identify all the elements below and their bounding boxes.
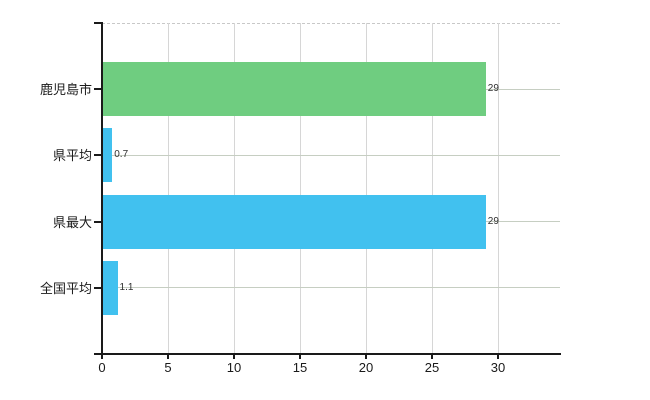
gridline-vertical (497, 23, 499, 354)
y-axis-tick (94, 88, 102, 91)
bar-1 (103, 128, 113, 183)
bar-value-label: 0.7 (114, 149, 129, 161)
bar-value-label: 29 (487, 215, 499, 227)
gridline-vertical (299, 23, 301, 354)
bar-0 (103, 62, 486, 117)
x-axis-tick-label: 20 (358, 360, 374, 375)
x-axis-tick-label: 30 (490, 360, 506, 375)
y-axis-category-label: 県平均 (52, 148, 92, 164)
x-axis-tick-label: 10 (226, 360, 242, 375)
x-axis-tick (232, 354, 235, 359)
x-axis-tick-label: 15 (292, 360, 308, 375)
y-axis-tick (94, 154, 102, 157)
y-axis (101, 22, 103, 355)
x-axis-tick (364, 354, 367, 359)
gridline-horizontal (102, 154, 560, 156)
y-axis-category-label: 県最大 (52, 214, 92, 230)
x-axis-tick (430, 354, 433, 359)
y-axis-tick (94, 22, 102, 24)
x-axis-tick (496, 354, 499, 359)
x-axis-tick (101, 354, 103, 359)
y-axis-tick (94, 286, 102, 289)
bar-value-label: 1.1 (119, 281, 134, 293)
gridline-vertical (233, 23, 235, 354)
x-axis-tick-label: 0 (98, 360, 106, 375)
gridline-vertical (431, 23, 433, 354)
bar-value-label: 29 (487, 83, 499, 95)
gridline-vertical (167, 23, 169, 354)
x-axis (101, 353, 561, 355)
y-axis-category-label: 全国平均 (39, 280, 92, 296)
gridline-vertical (365, 23, 367, 354)
x-axis-tick (298, 354, 301, 359)
y-axis-tick (94, 353, 102, 355)
bar-2 (103, 194, 486, 249)
bar-3 (103, 260, 118, 315)
x-axis-tick (166, 354, 169, 359)
y-axis-category-label: 鹿児島市 (39, 82, 92, 98)
x-axis-tick-label: 5 (164, 360, 172, 375)
plot-top-border (102, 23, 560, 24)
x-axis-tick-label: 25 (424, 360, 440, 375)
gridline-horizontal (102, 287, 560, 289)
y-axis-tick (94, 220, 102, 223)
